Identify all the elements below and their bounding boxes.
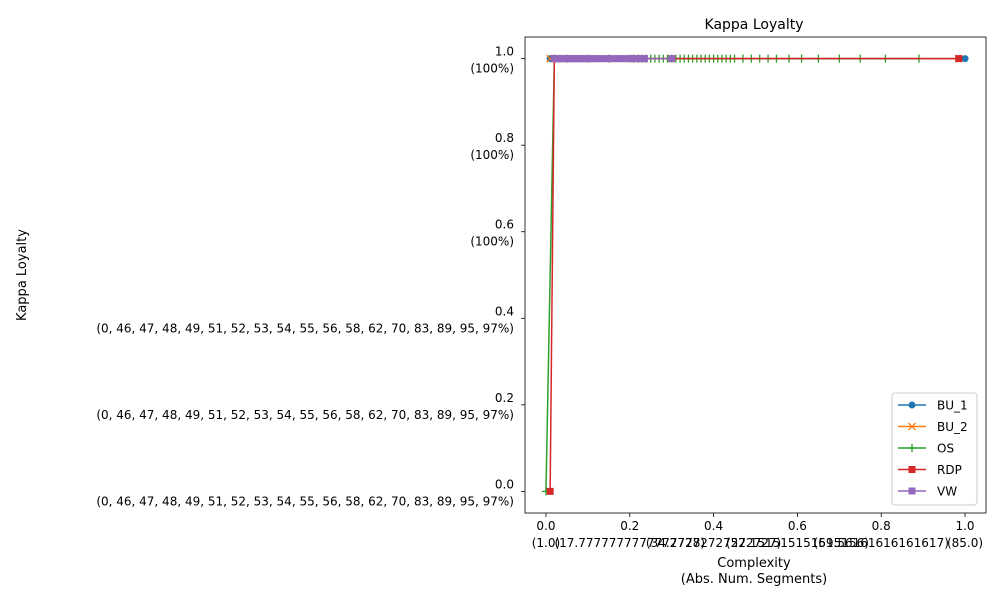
- legend-entry: BU_2: [898, 420, 968, 434]
- x-tick-sublabel: (85.0): [947, 536, 983, 550]
- y-axis-label: Kappa Loyalty: [15, 229, 30, 321]
- series-os: [541, 54, 923, 496]
- legend-items: BU_1 BU_2 OS RDP VW: [898, 399, 968, 499]
- series-line: [545, 57, 919, 492]
- data-point: [588, 55, 596, 63]
- x-tick-sublabel: (69.56161616161617): [814, 536, 949, 550]
- chart-title: Kappa Loyalty: [705, 17, 804, 33]
- y-tick-sublabel: (100%): [470, 62, 514, 76]
- data-point: [955, 55, 963, 63]
- legend-entry: VW: [898, 485, 957, 499]
- data-point: [961, 55, 969, 63]
- x-tick-label: 0.4: [704, 519, 723, 533]
- data-point: [546, 487, 554, 495]
- data-point: [630, 55, 638, 63]
- plot-area: [524, 36, 987, 514]
- data-point: [634, 55, 642, 63]
- x-tick-label: 0.2: [620, 519, 639, 533]
- y-tick-sublabel: (0, 46, 47, 48, 49, 51, 52, 53, 54, 55, …: [96, 494, 514, 508]
- legend-swatch-marker: [908, 401, 916, 409]
- legend: BU_1 BU_2 OS RDP VW: [891, 392, 978, 506]
- y-tick-label: 0.8: [495, 131, 514, 145]
- x-tick-label: 1.0: [955, 519, 974, 533]
- series-layer: [541, 54, 969, 496]
- y-tick-sublabel: (100%): [470, 148, 514, 162]
- legend-label: RDP: [937, 463, 962, 477]
- data-point: [592, 55, 600, 63]
- legend-entry: BU_1: [898, 399, 968, 413]
- x-tick-sublabel: (52.151515151515156): [726, 536, 869, 550]
- y-tick-label: 0.0: [495, 477, 514, 491]
- legend-swatch-marker: [908, 466, 916, 473]
- legend-swatch-marker: [908, 444, 916, 452]
- x-tick-label: 0.0: [536, 519, 555, 533]
- data-point: [640, 55, 648, 63]
- series-vw: [550, 55, 676, 63]
- x-tick-label: 0.8: [872, 519, 891, 533]
- data-point: [613, 55, 621, 63]
- legend-label: BU_1: [937, 399, 968, 413]
- data-point: [626, 55, 634, 63]
- legend-label: OS: [937, 442, 954, 456]
- x-axis-label-sub: (Abs. Num. Segments): [681, 572, 828, 587]
- legend-label: BU_2: [937, 420, 968, 434]
- y-tick-label: 0.2: [495, 391, 514, 405]
- x-axis-label: Complexity: [717, 556, 791, 571]
- data-point: [622, 55, 630, 63]
- legend-swatch-marker: [908, 422, 916, 431]
- legend-box: [891, 392, 978, 506]
- data-point: [601, 55, 609, 63]
- y-tick-label: 0.6: [495, 218, 514, 232]
- y-tick-label: 1.0: [495, 45, 514, 59]
- legend-entry: OS: [898, 442, 954, 456]
- data-point: [617, 55, 625, 63]
- data-point: [609, 55, 617, 63]
- x-tick-sublabel: (17.7777777777777778): [554, 536, 705, 550]
- x-axis-ticks: 0.0 0.2 0.4 0.6 0.8 1.0 (1.0)(17.7777777777777…: [532, 513, 983, 550]
- x-tick-sublabel: (34.27272727272727): [646, 536, 781, 550]
- legend-entry: RDP: [898, 463, 962, 477]
- y-tick-label: 0.4: [495, 304, 514, 318]
- y-axis-ticks: 0.0 (0, 46, 47, 48, 49, 51, 52, 53, 54, 5…: [96, 45, 525, 508]
- data-point: [668, 55, 676, 63]
- y-tick-sublabel: (100%): [470, 235, 514, 249]
- data-point: [605, 55, 613, 63]
- legend-label: VW: [937, 485, 957, 499]
- y-tick-sublabel: (0, 46, 47, 48, 49, 51, 52, 53, 54, 55, …: [96, 408, 514, 422]
- x-tick-sublabel: (1.0): [532, 536, 560, 550]
- data-point: [584, 55, 592, 63]
- y-tick-sublabel: (0, 46, 47, 48, 49, 51, 52, 53, 54, 55, …: [96, 321, 514, 335]
- data-point: [596, 55, 604, 63]
- legend-swatch-marker: [908, 487, 916, 495]
- x-tick-label: 0.6: [788, 519, 807, 533]
- axes-frame: [524, 36, 987, 514]
